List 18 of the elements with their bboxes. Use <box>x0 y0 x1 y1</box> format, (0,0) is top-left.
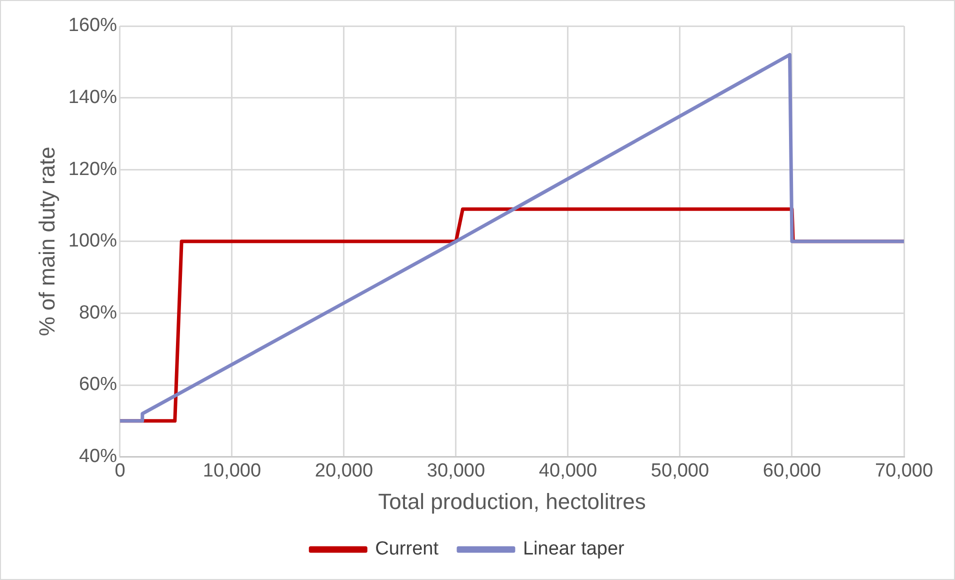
x-tick-label: 10,000 <box>202 460 262 482</box>
x-axis-title: Total production, hectolitres <box>378 488 646 514</box>
x-tick-label: 20,000 <box>314 460 374 482</box>
y-tick-label: 160% <box>68 15 118 36</box>
x-tick-label: 60,000 <box>762 460 822 482</box>
y-tick-label: 80% <box>78 302 118 324</box>
x-tick-label: 0 <box>114 460 126 482</box>
y-axis-title: % of main duty rate <box>34 146 60 336</box>
legend-label: Current <box>375 538 440 560</box>
x-tick-label: 50,000 <box>650 460 710 482</box>
legend-label: Linear taper <box>522 538 626 560</box>
y-tick-label: 60% <box>78 374 118 396</box>
x-tick-label: 40,000 <box>538 460 598 482</box>
x-tick-label: 70,000 <box>874 460 934 482</box>
y-tick-label: 140% <box>68 87 118 108</box>
y-tick-label: 120% <box>68 158 118 180</box>
x-tick-label: 30,000 <box>426 460 486 482</box>
y-tick-label: 100% <box>68 230 118 252</box>
